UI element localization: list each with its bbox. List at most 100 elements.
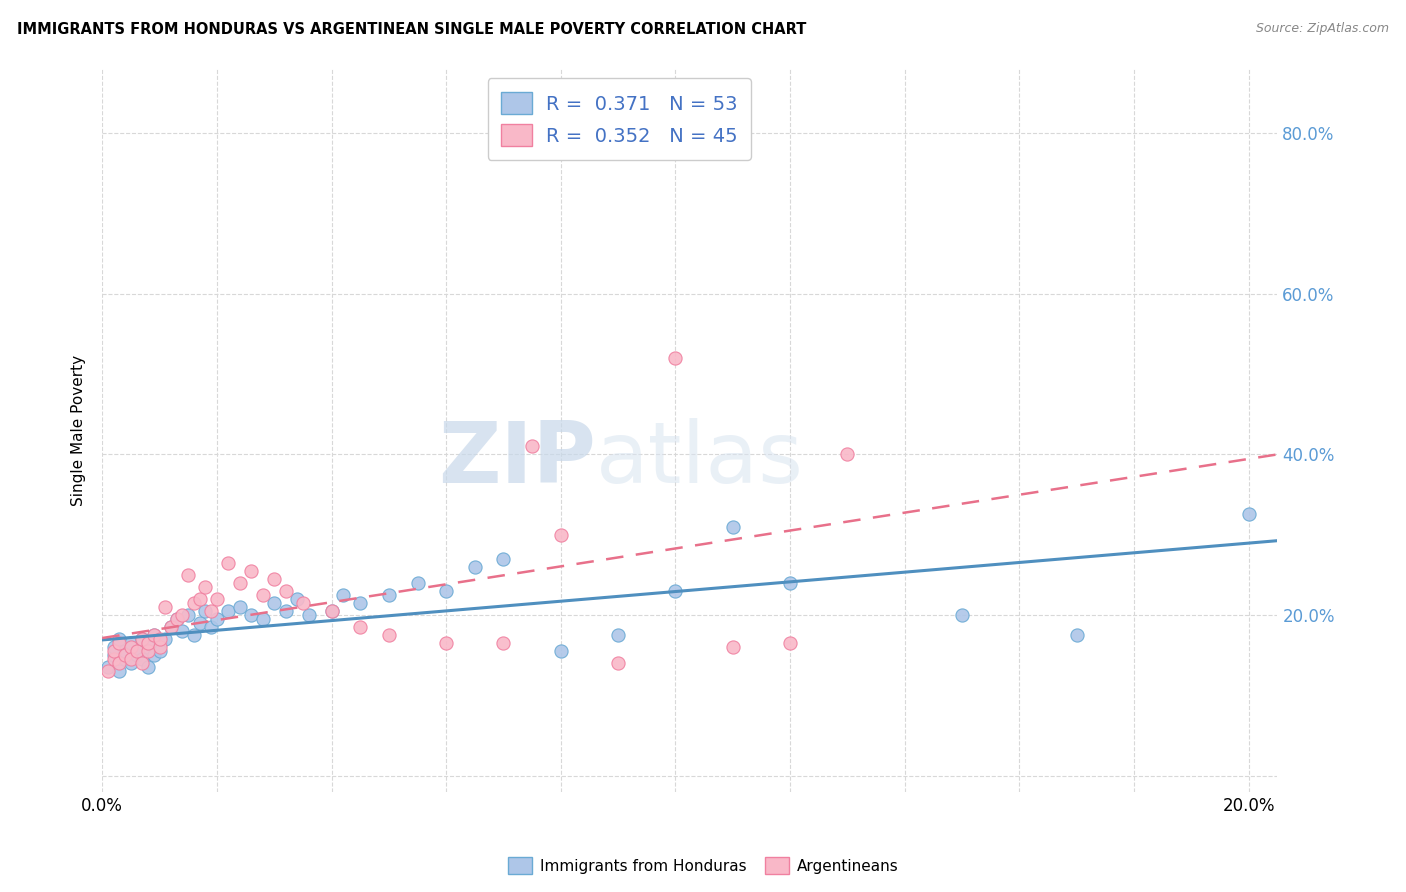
Point	[188, 591, 211, 606]
Point	[160, 620, 183, 634]
Legend: R =  0.371   N = 53, R =  0.352   N = 45: R = 0.371 N = 53, R = 0.352 N = 45	[488, 78, 751, 160]
Point	[136, 660, 159, 674]
Text: ZIP: ZIP	[439, 417, 596, 500]
Y-axis label: Single Male Poverty: Single Male Poverty	[72, 354, 86, 506]
Text: atlas: atlas	[596, 417, 804, 500]
Point	[103, 640, 125, 654]
Point	[103, 644, 125, 658]
Point	[205, 591, 228, 606]
Point	[114, 648, 136, 662]
Point	[291, 596, 314, 610]
Point	[172, 624, 194, 638]
Point	[172, 607, 194, 622]
Point	[779, 575, 801, 590]
Point	[166, 612, 188, 626]
Point	[520, 439, 543, 453]
Point	[664, 351, 686, 365]
Point	[97, 664, 120, 678]
Point	[194, 580, 217, 594]
Point	[464, 559, 486, 574]
Point	[434, 583, 457, 598]
Point	[607, 628, 630, 642]
Point	[1066, 628, 1088, 642]
Point	[108, 632, 131, 646]
Point	[155, 599, 177, 614]
Point	[200, 604, 222, 618]
Point	[131, 656, 153, 670]
Point	[125, 644, 148, 658]
Point	[434, 636, 457, 650]
Point	[188, 615, 211, 630]
Point	[200, 620, 222, 634]
Point	[120, 640, 142, 654]
Point	[229, 599, 252, 614]
Point	[120, 656, 142, 670]
Point	[183, 628, 205, 642]
Point	[114, 652, 136, 666]
Point	[321, 604, 343, 618]
Point	[103, 648, 125, 662]
Point	[378, 628, 401, 642]
Point	[136, 640, 159, 654]
Point	[217, 556, 239, 570]
Point	[263, 596, 285, 610]
Point	[97, 660, 120, 674]
Point	[205, 612, 228, 626]
Point	[177, 607, 200, 622]
Point	[240, 607, 263, 622]
Point	[297, 607, 319, 622]
Point	[114, 644, 136, 658]
Point	[217, 604, 239, 618]
Point	[177, 567, 200, 582]
Point	[125, 648, 148, 662]
Point	[492, 636, 515, 650]
Point	[136, 636, 159, 650]
Point	[349, 620, 371, 634]
Point	[252, 612, 274, 626]
Point	[160, 620, 183, 634]
Point	[148, 632, 170, 646]
Point	[120, 652, 142, 666]
Point	[550, 527, 572, 541]
Point	[131, 652, 153, 666]
Point	[148, 636, 170, 650]
Point	[108, 656, 131, 670]
Point	[183, 596, 205, 610]
Point	[1237, 508, 1260, 522]
Point	[664, 583, 686, 598]
Point	[274, 583, 297, 598]
Point	[148, 644, 170, 658]
Point	[607, 656, 630, 670]
Point	[240, 564, 263, 578]
Point	[131, 632, 153, 646]
Point	[285, 591, 308, 606]
Point	[252, 588, 274, 602]
Point	[721, 640, 744, 654]
Point	[332, 588, 354, 602]
Point	[166, 612, 188, 626]
Point	[349, 596, 371, 610]
Text: IMMIGRANTS FROM HONDURAS VS ARGENTINEAN SINGLE MALE POVERTY CORRELATION CHART: IMMIGRANTS FROM HONDURAS VS ARGENTINEAN …	[17, 22, 806, 37]
Text: Source: ZipAtlas.com: Source: ZipAtlas.com	[1256, 22, 1389, 36]
Point	[148, 640, 170, 654]
Point	[229, 575, 252, 590]
Point	[263, 572, 285, 586]
Point	[155, 632, 177, 646]
Point	[108, 664, 131, 678]
Point	[779, 636, 801, 650]
Point	[131, 632, 153, 646]
Point	[194, 604, 217, 618]
Point	[492, 551, 515, 566]
Point	[321, 604, 343, 618]
Point	[142, 628, 165, 642]
Legend: Immigrants from Honduras, Argentineans: Immigrants from Honduras, Argentineans	[502, 851, 904, 880]
Point	[550, 644, 572, 658]
Point	[108, 636, 131, 650]
Point	[103, 652, 125, 666]
Point	[721, 519, 744, 533]
Point	[378, 588, 401, 602]
Point	[120, 636, 142, 650]
Point	[136, 644, 159, 658]
Point	[950, 607, 973, 622]
Point	[125, 644, 148, 658]
